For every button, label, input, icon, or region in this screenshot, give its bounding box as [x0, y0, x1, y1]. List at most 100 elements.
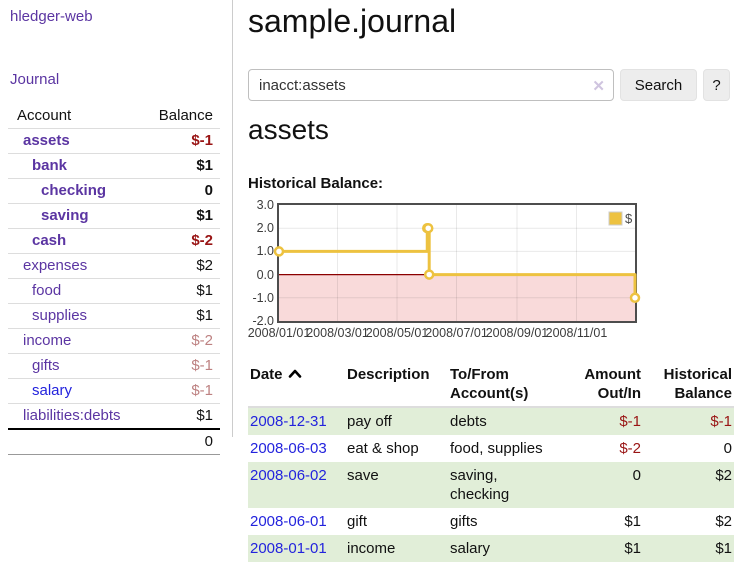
register-header-row: Date Description To/From Account(s) Amou…	[248, 362, 734, 408]
account-balance: $1	[138, 403, 220, 430]
account-row: saving $1	[8, 203, 220, 229]
account-link-food[interactable]: food	[32, 282, 62, 299]
x-axis-tick-label: 2008/01/01	[247, 326, 311, 340]
transaction-accounts: debts	[450, 413, 487, 430]
date-column-label: Date	[250, 366, 283, 383]
description-column-header: Description	[345, 362, 448, 408]
account-balance: $-2	[138, 328, 220, 354]
account-heading: assets	[248, 114, 329, 145]
transaction-balance: $2	[715, 467, 732, 484]
accounts-column-header: Account	[8, 104, 139, 129]
balance-column-header: Balance	[138, 104, 220, 129]
register-table: Date Description To/From Account(s) Amou…	[248, 362, 734, 562]
transaction-date-link[interactable]: 2008-06-02	[250, 467, 327, 484]
y-axis-tick-label: 0.0	[256, 267, 274, 282]
account-row: supplies $1	[8, 303, 220, 329]
transaction-balance: $2	[715, 513, 732, 530]
transaction-description: income	[347, 540, 396, 557]
amount-column-header: Amount Out/In	[560, 362, 643, 408]
account-row: liabilities:debts $1	[8, 403, 220, 430]
accounts-column-header: To/From Account(s)	[448, 362, 560, 408]
main-content: sample.journal ✕ Search ? assets Histori…	[248, 0, 735, 562]
balance-column-header: Historical Balance	[643, 362, 734, 408]
account-balance: $1	[138, 278, 220, 304]
date-column-header[interactable]: Date	[248, 362, 345, 408]
account-balance: $1	[138, 303, 220, 329]
account-row: expenses $2	[8, 253, 220, 279]
y-axis-tick-label: 2.0	[256, 221, 274, 236]
register-row: 2008-01-01 income salary $1 $1	[248, 535, 734, 562]
transaction-date-link[interactable]: 2008-06-03	[250, 440, 327, 457]
app-brand-link[interactable]: hledger-web	[10, 8, 93, 25]
account-row: cash $-2	[8, 228, 220, 254]
accounts-total-value: 0	[138, 428, 220, 455]
account-balance: $2	[138, 253, 220, 279]
transaction-date-link[interactable]: 2008-01-01	[250, 540, 327, 557]
transaction-balance: 0	[723, 440, 732, 457]
transaction-amount: $1	[624, 540, 641, 557]
register-row: 2008-06-03 eat & shop food, supplies $-2…	[248, 435, 734, 462]
search-form: ✕ Search ?	[248, 69, 730, 101]
y-axis-tick-label: 1.0	[256, 244, 274, 259]
historical-balance-chart: $ 3.0 2.0 1.0 0.0 -1.0 -2.0 2008/01/01 2008/03/…	[248, 198, 668, 348]
x-axis-tick-label: 2008/05/01	[365, 326, 429, 340]
account-link-saving[interactable]: saving	[41, 207, 89, 224]
sidebar-item-journal[interactable]: Journal	[10, 71, 60, 88]
transaction-accounts: salary	[450, 540, 491, 557]
account-balance: $-1	[138, 128, 220, 154]
account-row: checking 0	[8, 178, 220, 204]
sidebar: hledger-web Journal Account Balance asse…	[0, 0, 233, 455]
accounts-table: Account Balance assets $-1 bank $1 check…	[8, 104, 220, 455]
account-balance: $-2	[138, 228, 220, 254]
transaction-date-link[interactable]: 2008-06-01	[250, 513, 327, 530]
account-balance: $-1	[138, 378, 220, 404]
account-link-bank[interactable]: bank	[32, 157, 68, 174]
account-link-assets[interactable]: assets	[23, 132, 70, 149]
x-axis-tick-label: 2008/03/01	[306, 326, 369, 340]
transaction-amount: $-2	[619, 440, 641, 457]
transaction-date-link[interactable]: 2008-12-31	[250, 413, 327, 430]
transaction-description: eat & shop	[347, 440, 419, 457]
transaction-balance: $-1	[710, 413, 732, 430]
search-button[interactable]: Search	[620, 69, 697, 101]
x-axis-tick-label: 2008/07/01	[425, 326, 488, 340]
help-button[interactable]: ?	[703, 69, 730, 101]
account-row: bank $1	[8, 153, 220, 179]
register-row: 2008-06-01 gift gifts $1 $2	[248, 508, 734, 535]
register-row: 2008-12-31 pay off debts $-1 $-1	[248, 407, 734, 435]
account-link-income[interactable]: income	[23, 332, 72, 349]
y-axis-tick-label: -2.0	[252, 314, 274, 328]
account-link-supplies[interactable]: supplies	[32, 307, 88, 324]
account-link-liabilities-debts[interactable]: liabilities:debts	[23, 407, 121, 424]
register-row: 2008-06-02 save saving, checking 0 $2	[248, 462, 734, 508]
account-link-gifts[interactable]: gifts	[32, 357, 60, 374]
transaction-accounts: food, supplies	[450, 440, 543, 457]
account-row: income $-2	[8, 328, 220, 354]
account-row: gifts $-1	[8, 353, 220, 379]
transaction-description: pay off	[347, 413, 392, 430]
search-input[interactable]	[248, 69, 614, 101]
transaction-amount: $1	[624, 513, 641, 530]
account-link-salary[interactable]: salary	[32, 382, 73, 399]
account-row: food $1	[8, 278, 220, 304]
accounts-total-row: 0	[8, 428, 220, 455]
account-link-checking[interactable]: checking	[41, 182, 107, 199]
sort-ascending-icon	[288, 369, 301, 378]
accounts-table-header: Account Balance	[8, 104, 220, 129]
account-link-cash[interactable]: cash	[32, 232, 67, 249]
account-balance: $1	[138, 153, 220, 179]
account-link-expenses[interactable]: expenses	[23, 257, 88, 274]
account-row: salary $-1	[8, 378, 220, 404]
transaction-description: gift	[347, 513, 368, 530]
x-axis-tick-label: 2008/11/01	[545, 326, 608, 340]
y-axis-tick-label: 3.0	[256, 198, 274, 212]
account-row: assets $-1	[8, 128, 220, 154]
transaction-amount: 0	[632, 467, 641, 484]
x-axis-tick-label: 2008/09/01	[485, 326, 549, 340]
account-balance: $1	[138, 203, 220, 229]
y-axis-tick-label: -1.0	[252, 290, 274, 305]
account-balance: $-1	[138, 353, 220, 379]
transaction-accounts: saving, checking	[450, 467, 510, 503]
transaction-balance: $1	[715, 540, 732, 557]
clear-search-icon[interactable]: ✕	[592, 78, 605, 95]
